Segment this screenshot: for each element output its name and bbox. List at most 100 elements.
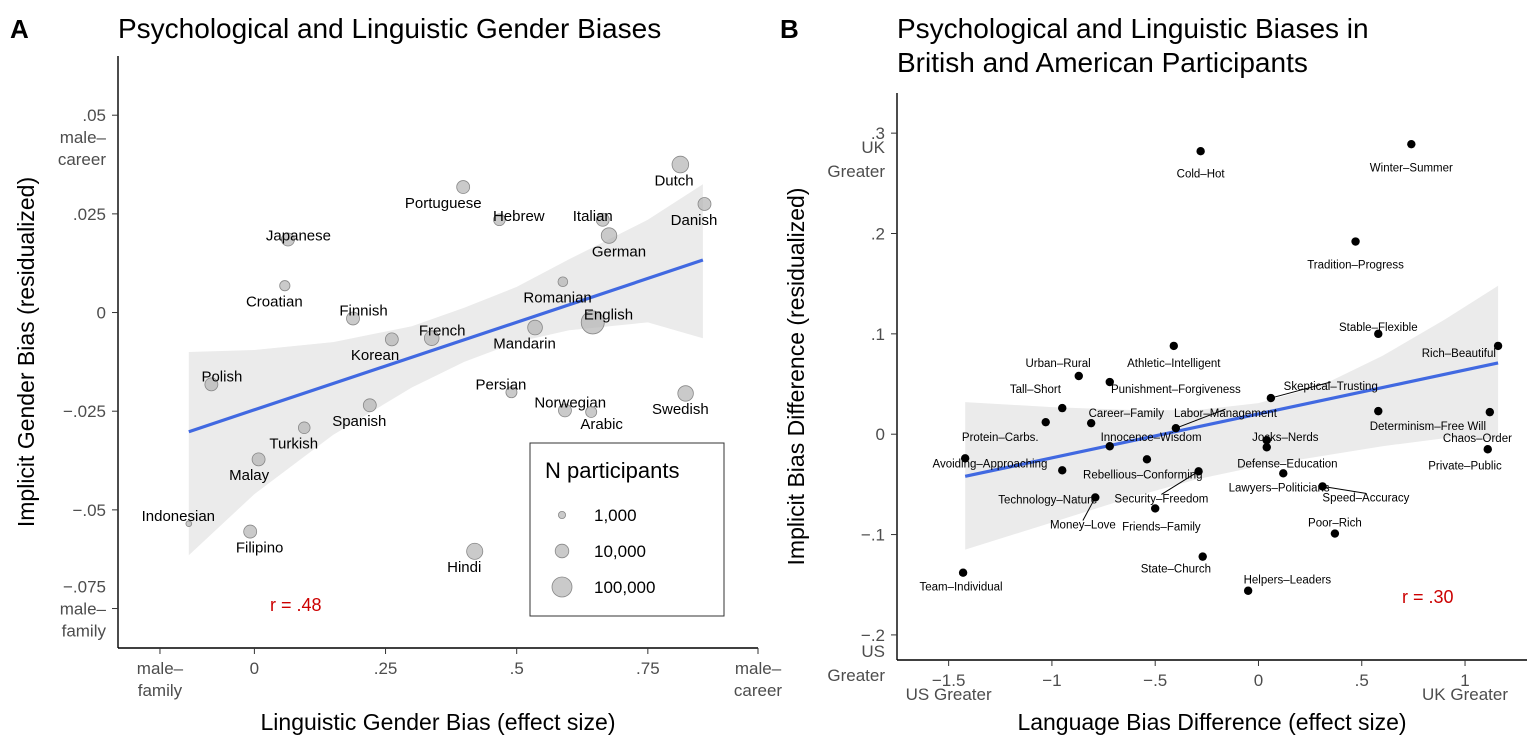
point-label: Tall–Short — [1010, 384, 1062, 396]
data-point — [384, 332, 399, 347]
data-point — [1198, 552, 1207, 561]
y-direction-label: US Greater — [827, 642, 885, 685]
data-point — [456, 180, 471, 194]
data-point — [1374, 329, 1383, 339]
data-point — [423, 330, 440, 346]
point-label: Indonesian — [142, 508, 215, 525]
data-point — [1105, 442, 1114, 451]
x-tick-label: male– career — [734, 659, 783, 700]
data-point — [281, 232, 295, 247]
x-tick-label: 1 — [1460, 671, 1469, 690]
legend-label: 1,000 — [594, 506, 637, 525]
data-point — [493, 213, 506, 227]
data-point — [185, 520, 193, 527]
point-label: Polish — [201, 368, 242, 385]
data-point — [580, 310, 605, 335]
data-point — [1150, 504, 1160, 513]
data-point — [1105, 377, 1114, 387]
data-point — [466, 542, 484, 560]
panel-a-title: Psychological and Linguistic Gender Bias… — [118, 13, 661, 44]
panel-b-title-line2: British and American Participants — [897, 47, 1308, 78]
panel-b-chart: −1.5 −1 −.5 0 .5 1 US Greater UK Greater .3 .2 .1 0… — [783, 93, 1527, 735]
point-label: Finnish — [339, 303, 387, 320]
x-tick-label: −1.5 — [932, 671, 966, 690]
point-label: Swedish — [652, 401, 709, 418]
x-axis-title: Linguistic Gender Bias (effect size) — [261, 709, 616, 735]
point-label: Technology–Nature — [998, 494, 1097, 506]
x-tick-label: .5 — [510, 659, 524, 678]
point-label: Rich–Beautiful — [1422, 348, 1496, 360]
point-label: Chaos–Order — [1443, 433, 1512, 445]
data-point — [527, 319, 543, 336]
y-tick-label: .2 — [871, 224, 885, 243]
data-point — [1330, 529, 1340, 538]
point-label: Malay — [229, 467, 270, 484]
data-point — [600, 227, 618, 244]
point-label: Defense–Education — [1237, 458, 1337, 470]
data-point — [958, 568, 968, 577]
data-point — [1407, 139, 1416, 149]
point-label: Winter–Summer — [1370, 162, 1453, 174]
point-label: Arabic — [580, 416, 623, 433]
point-label: Career–Family — [1089, 408, 1165, 420]
point-label: Korean — [351, 347, 399, 364]
x-tick-label: male– family — [137, 659, 184, 700]
x-tick-label: 0 — [250, 659, 259, 678]
point-label: Avoiding–Approaching — [933, 458, 1048, 470]
confidence-band — [965, 285, 1499, 550]
x-tick-label: −1 — [1042, 671, 1061, 690]
data-point — [677, 385, 694, 402]
label-leader-line — [1322, 485, 1366, 494]
y-tick-label: .3 — [871, 124, 885, 143]
point-label: Money–Love — [1050, 520, 1116, 532]
data-point — [1142, 455, 1152, 464]
point-label: Urban–Rural — [1026, 358, 1091, 370]
data-point — [960, 454, 970, 463]
point-label: Romanian — [523, 290, 591, 307]
point-label: Helpers–Leaders — [1244, 575, 1332, 587]
label-leader-line — [1161, 470, 1199, 495]
data-point — [1485, 407, 1495, 417]
regression-line — [964, 361, 1499, 478]
legend: N participants 1,000 10,000 100,000 — [529, 442, 725, 617]
point-label: Tradition–Progress — [1307, 260, 1404, 272]
legend-circle — [551, 576, 573, 598]
data-point — [1194, 467, 1203, 476]
label-leader-line — [1082, 497, 1096, 521]
point-label: Croatian — [246, 293, 303, 310]
data-point — [251, 452, 266, 467]
point-label: Athletic–Intelligent — [1127, 358, 1221, 370]
data-point — [1351, 237, 1360, 246]
data-point — [1091, 493, 1100, 502]
data-point — [346, 311, 360, 326]
legend-circle — [554, 543, 570, 559]
data-point — [1243, 586, 1253, 595]
point-label: Portuguese — [405, 195, 482, 212]
point-label: Determinism–Free Will — [1370, 421, 1486, 433]
data-point — [1262, 443, 1271, 452]
y-tick-label: −.2 — [861, 626, 885, 645]
y-tick-label: .025 — [73, 205, 106, 224]
y-axis-title: Implicit Gender Bias (residualized) — [13, 177, 39, 527]
x-tick-label: .5 — [1355, 671, 1369, 690]
legend-label: 10,000 — [594, 542, 646, 561]
x-tick-label: .75 — [636, 659, 660, 678]
data-point — [1262, 436, 1271, 445]
point-label: Mandarin — [493, 335, 556, 352]
data-point — [558, 403, 572, 418]
point-label: Turkish — [269, 436, 318, 453]
point-label: Team–Individual — [919, 582, 1002, 594]
y-tick-label: −.1 — [861, 526, 885, 545]
point-label: Italian — [573, 208, 613, 225]
point-label: Dutch — [654, 172, 693, 189]
point-label: Hebrew — [493, 208, 545, 225]
data-point — [1074, 371, 1083, 381]
legend-label: 100,000 — [594, 578, 655, 597]
point-label: Filipino — [236, 539, 284, 556]
y-tick-label: −.025 — [63, 402, 106, 421]
point-label: Protein–Carbs. — [962, 432, 1039, 444]
data-point — [595, 212, 610, 227]
legend-circle — [558, 510, 567, 519]
data-point — [1058, 466, 1067, 475]
